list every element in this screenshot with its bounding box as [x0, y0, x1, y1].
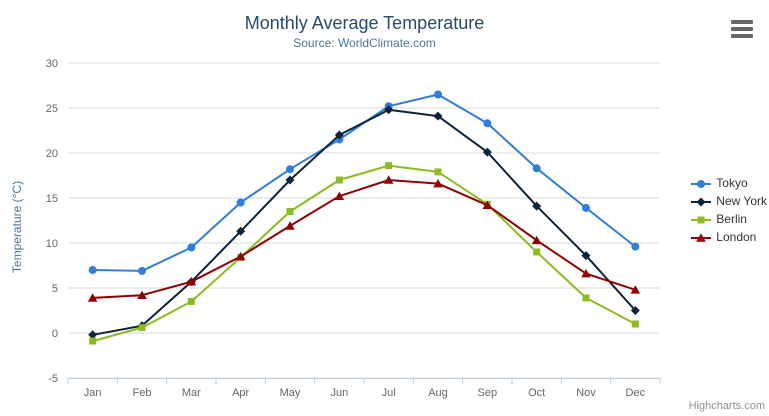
svg-text:Dec: Dec: [626, 387, 646, 399]
export-menu-button[interactable]: [729, 18, 755, 40]
menu-bar-icon: [731, 34, 753, 38]
svg-text:20: 20: [46, 148, 58, 160]
gridlines: [68, 62, 660, 379]
svg-text:Apr: Apr: [232, 387, 249, 399]
svg-text:Nov: Nov: [576, 387, 596, 399]
series-marker-icon: [691, 213, 712, 225]
series-tokyo[interactable]: [88, 90, 640, 275]
svg-text:Sep: Sep: [478, 387, 498, 399]
y-axis-title: Temperature (°C): [10, 180, 24, 274]
x-axis-ticks: [67, 378, 661, 384]
series-marker-icon: [691, 177, 712, 189]
series-new-york[interactable]: [88, 105, 640, 340]
series-marker-icon: [691, 195, 712, 207]
series-berlin[interactable]: [89, 162, 639, 345]
svg-text:0: 0: [52, 328, 58, 340]
svg-text:Jun: Jun: [330, 387, 348, 399]
legend-item-new-york[interactable]: New York: [691, 194, 767, 208]
x-axis-labels: Jan Feb Mar Apr May Jun Jul Aug Sep Oct Nov Dec: [84, 387, 646, 399]
svg-text:5: 5: [52, 283, 58, 295]
y-axis-labels: -5 0 5 10 15 20 25 30: [46, 58, 58, 385]
svg-text:15: 15: [46, 193, 58, 205]
legend: Tokyo New York Berlin London: [691, 176, 767, 244]
series-marker-icon: [691, 231, 712, 243]
svg-text:May: May: [280, 387, 301, 399]
svg-text:Jan: Jan: [84, 387, 102, 399]
series-london[interactable]: [87, 175, 641, 302]
chart-subtitle: Source: WorldClimate.com: [293, 36, 436, 50]
svg-text:-5: -5: [48, 373, 58, 385]
svg-text:Mar: Mar: [182, 387, 201, 399]
svg-text:25: 25: [46, 103, 58, 115]
legend-label: New York: [716, 194, 767, 208]
legend-item-london[interactable]: London: [691, 230, 767, 244]
chart-title: Monthly Average Temperature: [244, 13, 485, 33]
legend-label: London: [716, 230, 757, 244]
svg-text:Aug: Aug: [428, 387, 448, 399]
svg-text:10: 10: [46, 238, 58, 250]
legend-label: Tokyo: [716, 176, 748, 190]
legend-item-tokyo[interactable]: Tokyo: [691, 176, 767, 190]
highcharts-credit-link[interactable]: Highcharts.com: [688, 400, 765, 412]
svg-text:30: 30: [46, 58, 58, 70]
svg-text:Oct: Oct: [528, 387, 545, 399]
menu-bar-icon: [731, 20, 753, 24]
legend-item-berlin[interactable]: Berlin: [691, 212, 767, 226]
menu-bar-icon: [731, 27, 753, 31]
svg-text:Jul: Jul: [382, 387, 396, 399]
legend-label: Berlin: [716, 212, 747, 226]
svg-text:Feb: Feb: [133, 387, 152, 399]
